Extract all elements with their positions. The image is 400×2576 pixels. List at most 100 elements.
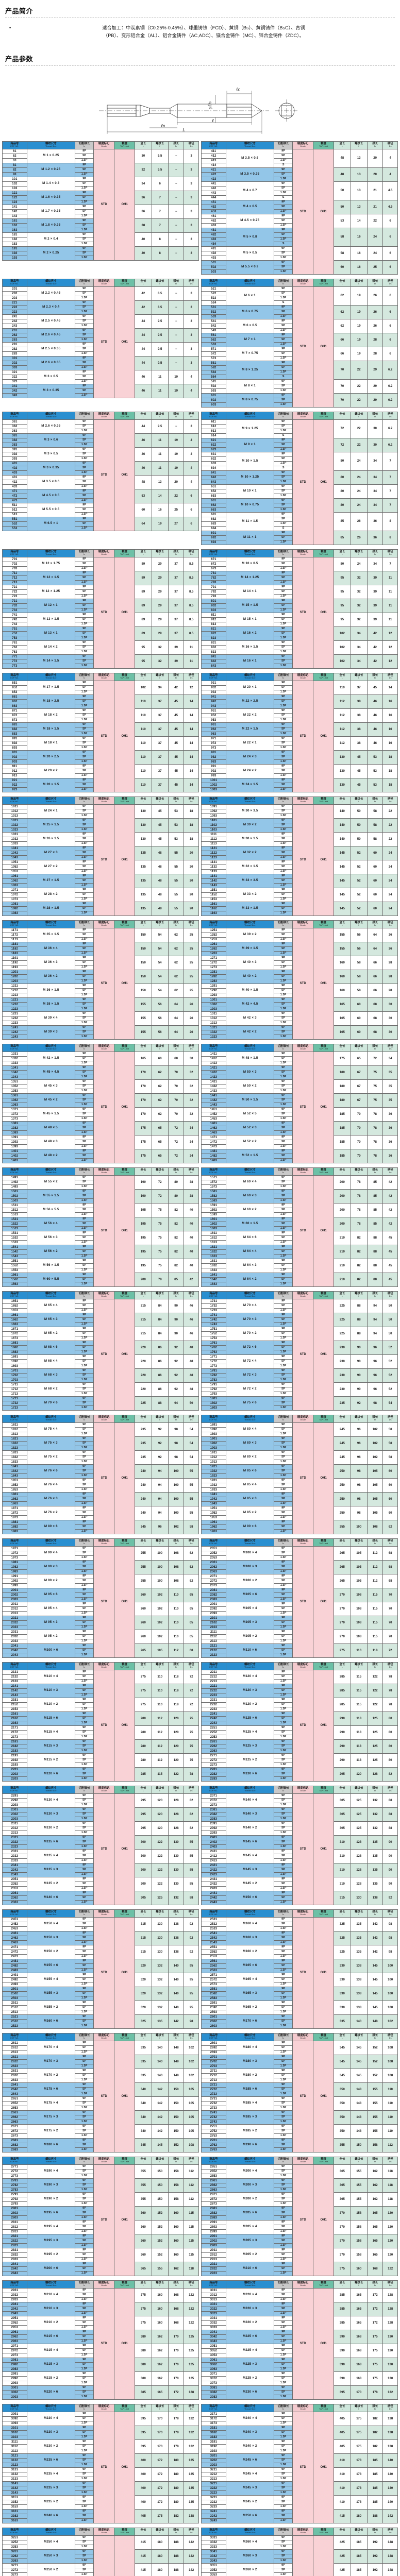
table-row[interactable]: 2821 M195 × 3 9P 360 152 160 115 — [2, 2233, 199, 2248]
table-row[interactable]: 2141 M110 × 3 9P 275 110 118 72 — [2, 1683, 199, 1698]
table-row[interactable]: 2621 M170 × 3 9P 335 140 148 102 — [2, 2054, 199, 2069]
table-row[interactable]: 2203 1.5P — [2, 1776, 199, 1782]
table-row[interactable]: 2912 5P — [201, 2252, 398, 2258]
table-row[interactable]: 1352 5P — [2, 1083, 199, 1089]
table-row[interactable]: 1911 M 80 × 2 9P 245 96 102 58 — [201, 1450, 398, 1465]
table-row[interactable]: 971 M 22 × 1 9P 112 38 46 16 — [201, 736, 398, 751]
table-row[interactable]: 1481 M 52 × 1.5 9P 185 70 78 36 — [201, 1148, 398, 1163]
table-row[interactable]: 773 1.5P — [2, 663, 199, 669]
table-row[interactable]: 1121 M 32 × 2 9P 145 52 60 24 — [201, 845, 398, 860]
table-row[interactable]: 2212 5P — [201, 1674, 398, 1680]
table-row[interactable]: 321 M 3 × 0.5 9P 46 11 19 4 — [2, 369, 199, 384]
table-row[interactable]: 1491 M 55 × 2 9P STD OH1 190 72 80 38 — [2, 1175, 199, 1287]
table-row[interactable]: 2461 M150 × 3 9P 315 130 138 92 — [2, 1930, 199, 1945]
table-row[interactable]: 1441 M 50 × 1.5 9P 180 67 75 35 — [201, 1093, 398, 1108]
table-row[interactable]: 2351 M135 × 2 9P 300 122 130 85 — [2, 1876, 199, 1891]
table-row[interactable]: 693 1.5P — [201, 539, 398, 545]
table-row[interactable]: 1203 1.5P — [2, 978, 199, 984]
table-row[interactable]: 1201 M 36 × 2 9P 150 54 62 25 — [2, 969, 199, 984]
table-row[interactable]: 1841 M 76 × 6 9P 240 94 100 55 — [2, 1464, 199, 1479]
table-row[interactable]: 1571 M 60 × 4 9P STD OH1 200 78 85 42 — [201, 1175, 398, 1287]
table-row[interactable]: 2581 M165 × 3 9P 330 138 145 100 — [201, 1986, 398, 2001]
table-row[interactable]: 2541 M160 × 3 9P 325 135 142 98 — [201, 1930, 398, 1945]
table-row[interactable]: 2481 M155 × 6 9P 320 132 140 95 — [2, 1958, 199, 1973]
table-row[interactable]: 441 M 4 × 0.7 9P 50 13 21 4.5 — [201, 181, 398, 200]
table-row[interactable]: 2153 1.5P — [2, 1706, 199, 1712]
table-row[interactable]: 941 M 22 × 2.5 9P 112 38 46 16 — [201, 694, 398, 709]
table-row[interactable]: 2401 M145 × 6 9P 310 128 135 90 — [201, 1835, 398, 1850]
table-row[interactable]: 961 M 22 × 1.5 9P 112 38 46 16 — [201, 722, 398, 737]
table-row[interactable]: 2683 1.5P — [2, 2147, 199, 2153]
table-row[interactable]: 2681 M180 × 6 9P 345 145 152 108 — [2, 2138, 199, 2153]
table-row[interactable]: 2703 1.5P — [201, 2063, 398, 2069]
table-row[interactable]: 2641 M175 × 6 9P 340 142 150 105 — [2, 2082, 199, 2097]
table-row[interactable]: 2811 M195 × 4 9P 360 152 160 115 — [2, 2219, 199, 2234]
table-row[interactable]: 2451 M150 × 4 9P STD OH1 315 130 138 92 — [2, 1917, 199, 2029]
table-row[interactable]: 1883 1.5P — [2, 1529, 199, 1534]
table-row[interactable]: 1403 1.5P — [2, 1158, 199, 1163]
table-row[interactable]: 2923 1.5P — [201, 2270, 398, 2276]
table-row[interactable]: 1161 M 33 × 1.5 9P 145 52 60 24 — [201, 901, 398, 916]
table-row[interactable]: 1381 M 48 × 5 9P 175 65 72 34 — [2, 1121, 199, 1136]
table-row[interactable]: 2571 M165 × 4 9P 330 138 145 100 — [201, 1972, 398, 1987]
table-row[interactable]: 2901 M205 × 3 9P 370 158 165 120 — [201, 2233, 398, 2248]
table-row[interactable]: 1361 M 45 × 2 9P 170 62 70 32 — [2, 1093, 199, 1108]
table-row[interactable]: 1101 M 30 × 2 9P 140 50 58 22 — [201, 818, 398, 833]
table-row[interactable]: 2801 M195 × 6 9P 360 152 160 115 — [2, 2206, 199, 2221]
table-row[interactable]: 2111 M105 × 2 9P 270 108 115 70 — [201, 1629, 398, 1644]
table-row[interactable]: 2881 M205 × 6 9P 370 158 165 120 — [201, 2206, 398, 2221]
table-row[interactable]: 491 M 5 × 0.5 9P 58 16 24 6 — [201, 246, 398, 261]
table-row[interactable]: 531 M 6 × 0.75 9P 62 19 26 6 — [201, 304, 398, 319]
table-row[interactable]: 2741 M185 × 3 9P 350 148 155 110 — [201, 2110, 398, 2125]
table-row[interactable]: 2241 M125 × 6 9P 290 118 125 80 — [201, 1711, 398, 1726]
table-row[interactable]: 2871 M200 × 2 9P 365 155 162 118 — [201, 2192, 398, 2207]
table-row[interactable]: 2611 M170 × 4 9P STD OH1 335 140 148 102 — [2, 2040, 199, 2153]
table-row[interactable]: 1461 M 52 × 3 9P 185 70 78 36 — [201, 1121, 398, 1136]
table-row[interactable]: 861 M 18 × 2.5 9P 110 37 45 14 — [2, 694, 199, 709]
table-row[interactable]: 2501 M155 × 3 9P 320 132 140 95 — [2, 1986, 199, 2001]
table-row[interactable]: 2711 M180 × 2 9P 345 145 152 108 — [201, 2068, 398, 2083]
table-row[interactable]: 2751 M185 × 2 9P 350 148 155 110 — [201, 2124, 398, 2139]
table-row[interactable]: 1632 5P — [201, 1263, 398, 1268]
table-row[interactable]: 2661 M175 × 3 9P 340 142 150 105 — [2, 2110, 199, 2125]
table-row[interactable]: 2861 M200 × 3 9P 365 155 162 118 — [201, 2178, 398, 2193]
table-row[interactable]: 2071 M100 × 2 9P 265 105 112 68 — [201, 1573, 398, 1588]
table-row[interactable]: 421 M 3.5 × 0.35 9P 48 13 20 4 — [201, 167, 398, 182]
table-row[interactable]: 411 M 3.5 × 0.6 9P STD OH1 48 13 20 4 — [201, 148, 398, 275]
table-row[interactable]: 2591 M165 × 2 9P 330 138 145 100 — [201, 2000, 398, 2015]
table-row[interactable]: 1321 M 42 × 2 9P 165 60 68 30 — [201, 1025, 398, 1040]
table-row[interactable]: 1261 M 39 × 1.5 9P 155 56 64 26 — [201, 941, 398, 956]
table-row[interactable]: 2771 M190 × 4 9P STD OH1 355 150 158 112 — [2, 2164, 199, 2276]
table-row[interactable]: 2831 M195 × 2 9P 360 152 160 115 — [2, 2247, 199, 2262]
table-row[interactable]: 1301 M 42 × 4.5 9P 165 60 68 30 — [201, 997, 398, 1012]
table-row[interactable]: 1003 1.5P — [201, 787, 398, 792]
table-row[interactable]: 603 1.5P — [201, 402, 398, 408]
table-row[interactable]: 2043 1.5P — [2, 1652, 199, 1658]
table-row[interactable]: 721 M 12 × 1.25 9P 89 29 37 8.5 — [2, 584, 199, 599]
table-row[interactable]: 1661 M 65 × 3 9P 215 84 90 46 — [2, 1312, 199, 1327]
table-row[interactable]: 821 M 16 × 2 9P 102 34 42 12 — [201, 626, 398, 641]
table-row[interactable]: 381 M 3 × 0.6 9P 46 11 19 4 — [2, 433, 199, 448]
table-row[interactable]: 493 1.5P — [201, 255, 398, 261]
table-row[interactable]: 671 M 10 × 0.5 9P STD OH1 80 24 34 7 — [201, 556, 398, 669]
table-row[interactable]: 2691 M180 × 4 9P STD OH1 345 145 152 108 — [201, 2040, 398, 2153]
table-row[interactable]: 2281 M130 × 6 9P 295 120 128 82 — [201, 1767, 398, 1782]
table-row[interactable]: 1391 M 48 × 3 9P 175 65 72 34 — [2, 1134, 199, 1149]
table-row[interactable]: 61 M 1 × 0.25 9P STD OH1 30 5.5−3 — [2, 148, 199, 261]
table-row[interactable]: 2011 M 95 × 4 9P 260 102 110 65 — [2, 1601, 199, 1616]
table-row[interactable]: 2091 M105 × 4 9P 270 108 115 70 — [201, 1601, 398, 1616]
table-row[interactable]: 2101 M105 × 3 9P 270 108 115 70 — [201, 1615, 398, 1630]
table-row[interactable]: 503 1.5P — [201, 269, 398, 275]
table-row[interactable]: 2762 5P — [201, 2142, 398, 2148]
table-row[interactable]: 2133 1.5P — [2, 1679, 199, 1684]
table-row[interactable]: 1771 M 72 × 4 9P 230 90 96 52 — [201, 1354, 398, 1369]
table-row[interactable]: 851 M 17 × 1.5 9P STD OH1 102 34 42 12 — [2, 680, 199, 792]
table-row[interactable]: 1821 M 75 × 3 9P 235 92 98 54 — [2, 1436, 199, 1451]
table-row[interactable]: 2841 M200 × 6 9P 365 155 162 118 — [2, 2261, 199, 2276]
table-row[interactable]: 1681 M 68 × 6 9P 220 86 92 48 — [2, 1340, 199, 1355]
table-row[interactable]: 2721 M185 × 6 9P 350 148 155 110 — [201, 2082, 398, 2097]
table-row[interactable]: 931 M 20 × 1 9P STD OH1 110 37 45 14 — [201, 680, 398, 792]
table-row[interactable]: 741 M 13 × 1.5 9P 89 29 37 8.5 — [2, 612, 199, 627]
table-row[interactable]: 81 M 1.2 × 0.25 9P 32 5.5−3 — [2, 162, 199, 177]
table-row[interactable]: 1963 1.5P — [201, 1529, 398, 1534]
